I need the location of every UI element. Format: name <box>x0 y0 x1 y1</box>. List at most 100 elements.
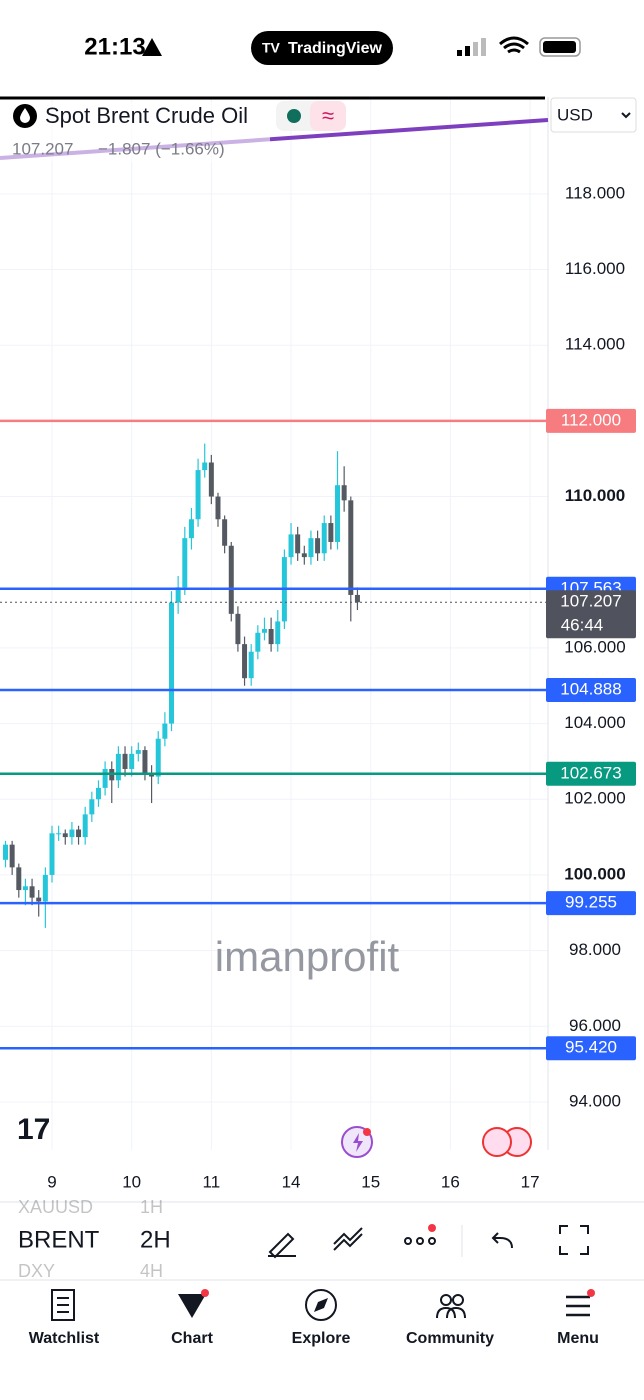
y-tick-label: 94.000 <box>569 1091 621 1110</box>
nav-label[interactable]: Menu <box>557 1330 599 1347</box>
candle-body <box>95 787 101 800</box>
app-pill <box>251 31 393 65</box>
nav-label[interactable]: Chart <box>171 1330 213 1347</box>
signal-icon <box>457 38 486 56</box>
candle-body <box>169 602 175 724</box>
delay-badge <box>310 101 346 131</box>
last-price: 107.207 <box>12 139 73 158</box>
y-tick-label: 104.000 <box>564 713 625 732</box>
y-tick-label: 110.000 <box>565 486 626 505</box>
symbol[interactable]: DXY <box>18 1261 55 1281</box>
level-label: 99.255 <box>565 893 617 912</box>
tool-icons <box>268 1225 589 1259</box>
symbol[interactable]: XAUUSD <box>18 1197 93 1217</box>
x-tick-label: 10 <box>122 1172 141 1191</box>
candle-body <box>155 738 161 777</box>
level-label: 112.000 <box>561 410 621 429</box>
nav-label[interactable]: Community <box>406 1330 494 1347</box>
candle-body <box>321 523 327 554</box>
compass <box>314 1298 328 1312</box>
price-change: −1.807 (−1.66%) <box>98 139 225 158</box>
watermark: imanprofit <box>215 933 400 980</box>
chevron <box>621 112 631 119</box>
candle-body <box>268 628 274 645</box>
community-icon <box>436 1306 466 1319</box>
level-label-box <box>546 891 636 916</box>
x-tick-label: 11 <box>203 1172 221 1191</box>
candle-body <box>235 613 241 645</box>
candle-body <box>49 833 55 875</box>
head <box>440 1294 452 1306</box>
candle-body <box>255 632 261 652</box>
candle-body <box>188 519 194 539</box>
x-tick-label: 9 <box>47 1172 56 1191</box>
candle-body <box>182 538 188 588</box>
x-tick-label: 17 <box>521 1172 540 1191</box>
badge <box>363 1128 371 1136</box>
flag-icon[interactable] <box>482 1127 512 1157</box>
explore-icon <box>305 1289 337 1321</box>
candle-body <box>129 753 135 769</box>
watchlist-icon <box>51 1289 75 1321</box>
candle-body <box>175 587 181 603</box>
nav-label[interactable]: Watchlist <box>29 1330 100 1347</box>
candle-body <box>89 799 95 815</box>
candle-body <box>102 768 108 788</box>
candle-body <box>301 553 307 558</box>
head <box>452 1294 464 1306</box>
candle-body <box>135 750 141 754</box>
candle-body <box>328 523 334 542</box>
menu-icon <box>566 1295 590 1317</box>
more-tool[interactable] <box>404 1237 436 1245</box>
symbol-name[interactable]: Spot Brent Crude Oil <box>45 103 248 128</box>
level-label: 95.420 <box>565 1038 617 1057</box>
candle-body <box>142 750 148 773</box>
header-backdrop <box>0 102 270 162</box>
candle-body <box>3 844 9 860</box>
level-label: 102.673 <box>560 763 621 782</box>
y-tick-label: 114.000 <box>565 335 625 354</box>
tv-logo: 17 <box>17 1113 50 1146</box>
badge <box>587 1289 595 1297</box>
level-label-box <box>546 761 636 786</box>
draw-tool[interactable] <box>268 1232 296 1259</box>
chart: 9 10 11 14 15 16 17 94.000 96.000 98.000 100.000 10… <box>0 97 636 1191</box>
symbol-switcher[interactable]: XAUUSD 1H BRENT 2H DXY 4H <box>18 1197 171 1281</box>
x-tick-label: 15 <box>361 1172 380 1191</box>
undo-tool[interactable] <box>491 1232 513 1249</box>
candle-body <box>248 651 254 679</box>
app-logo: TV <box>262 40 281 56</box>
candle-body <box>354 594 360 603</box>
interval[interactable]: 4H <box>140 1261 163 1281</box>
symbol[interactable]: BRENT <box>18 1226 100 1253</box>
candle-body <box>76 829 82 838</box>
interval[interactable]: 2H <box>140 1226 171 1253</box>
y-tick-label: 116.000 <box>565 259 625 278</box>
app-name: TradingView <box>288 40 383 57</box>
candle-body <box>261 628 267 633</box>
indicator-tool[interactable] <box>333 1227 363 1251</box>
currency-select[interactable] <box>550 97 637 133</box>
y-tick-label: 102.000 <box>564 789 625 808</box>
interval[interactable]: 1H <box>140 1197 163 1217</box>
market-dot <box>287 109 301 123</box>
candle-body <box>215 496 221 520</box>
candle-body <box>315 538 321 554</box>
nav-label[interactable]: Explore <box>292 1330 351 1347</box>
candle-body <box>288 534 294 558</box>
candle-body <box>341 485 347 501</box>
candle-body <box>228 545 234 614</box>
fullscreen-tool[interactable] <box>559 1225 589 1255</box>
candle-body <box>62 833 68 838</box>
candle-body <box>195 470 201 520</box>
bottom-nav: Watchlist Chart Explore Community Menu <box>29 1289 599 1347</box>
x-tick-label: 16 <box>441 1172 460 1191</box>
currency: USD <box>557 105 593 124</box>
candle-body <box>29 886 35 898</box>
battery-icon <box>539 37 581 57</box>
countdown: 46:44 <box>561 616 604 635</box>
y-tick-label: 106.000 <box>564 637 625 656</box>
level-label: 104.888 <box>560 679 621 698</box>
candle-body <box>202 462 208 471</box>
